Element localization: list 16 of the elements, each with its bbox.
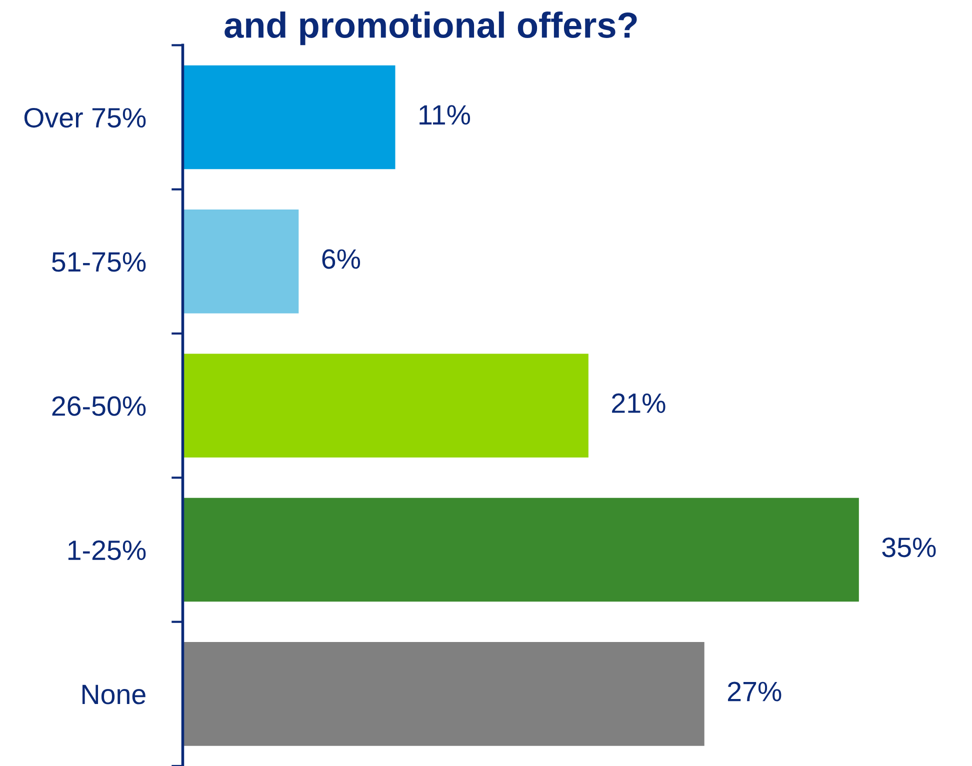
y-tick-label: 51-75%: [52, 252, 146, 272]
data-label: 35%: [882, 538, 936, 558]
data-label: 11%: [420, 105, 470, 125]
bar: [182, 65, 396, 170]
bar: [182, 642, 704, 746]
chart-title: and promotional offers?: [224, 11, 637, 46]
y-tick-label: 1-25%: [68, 540, 146, 560]
bar: [182, 354, 588, 458]
data-label: 21%: [612, 393, 666, 413]
bar: [182, 210, 299, 314]
data-label: 6%: [322, 249, 360, 269]
y-tick-label: Over 75%: [24, 108, 146, 128]
bar: [182, 498, 859, 602]
data-label: 27%: [728, 682, 782, 702]
y-tick-label: None: [82, 684, 146, 704]
y-tick-label: 26-50%: [52, 396, 146, 416]
